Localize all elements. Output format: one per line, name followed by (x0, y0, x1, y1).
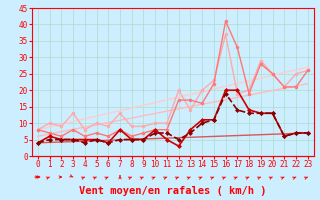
Text: Vent moyen/en rafales ( km/h ): Vent moyen/en rafales ( km/h ) (79, 186, 267, 196)
